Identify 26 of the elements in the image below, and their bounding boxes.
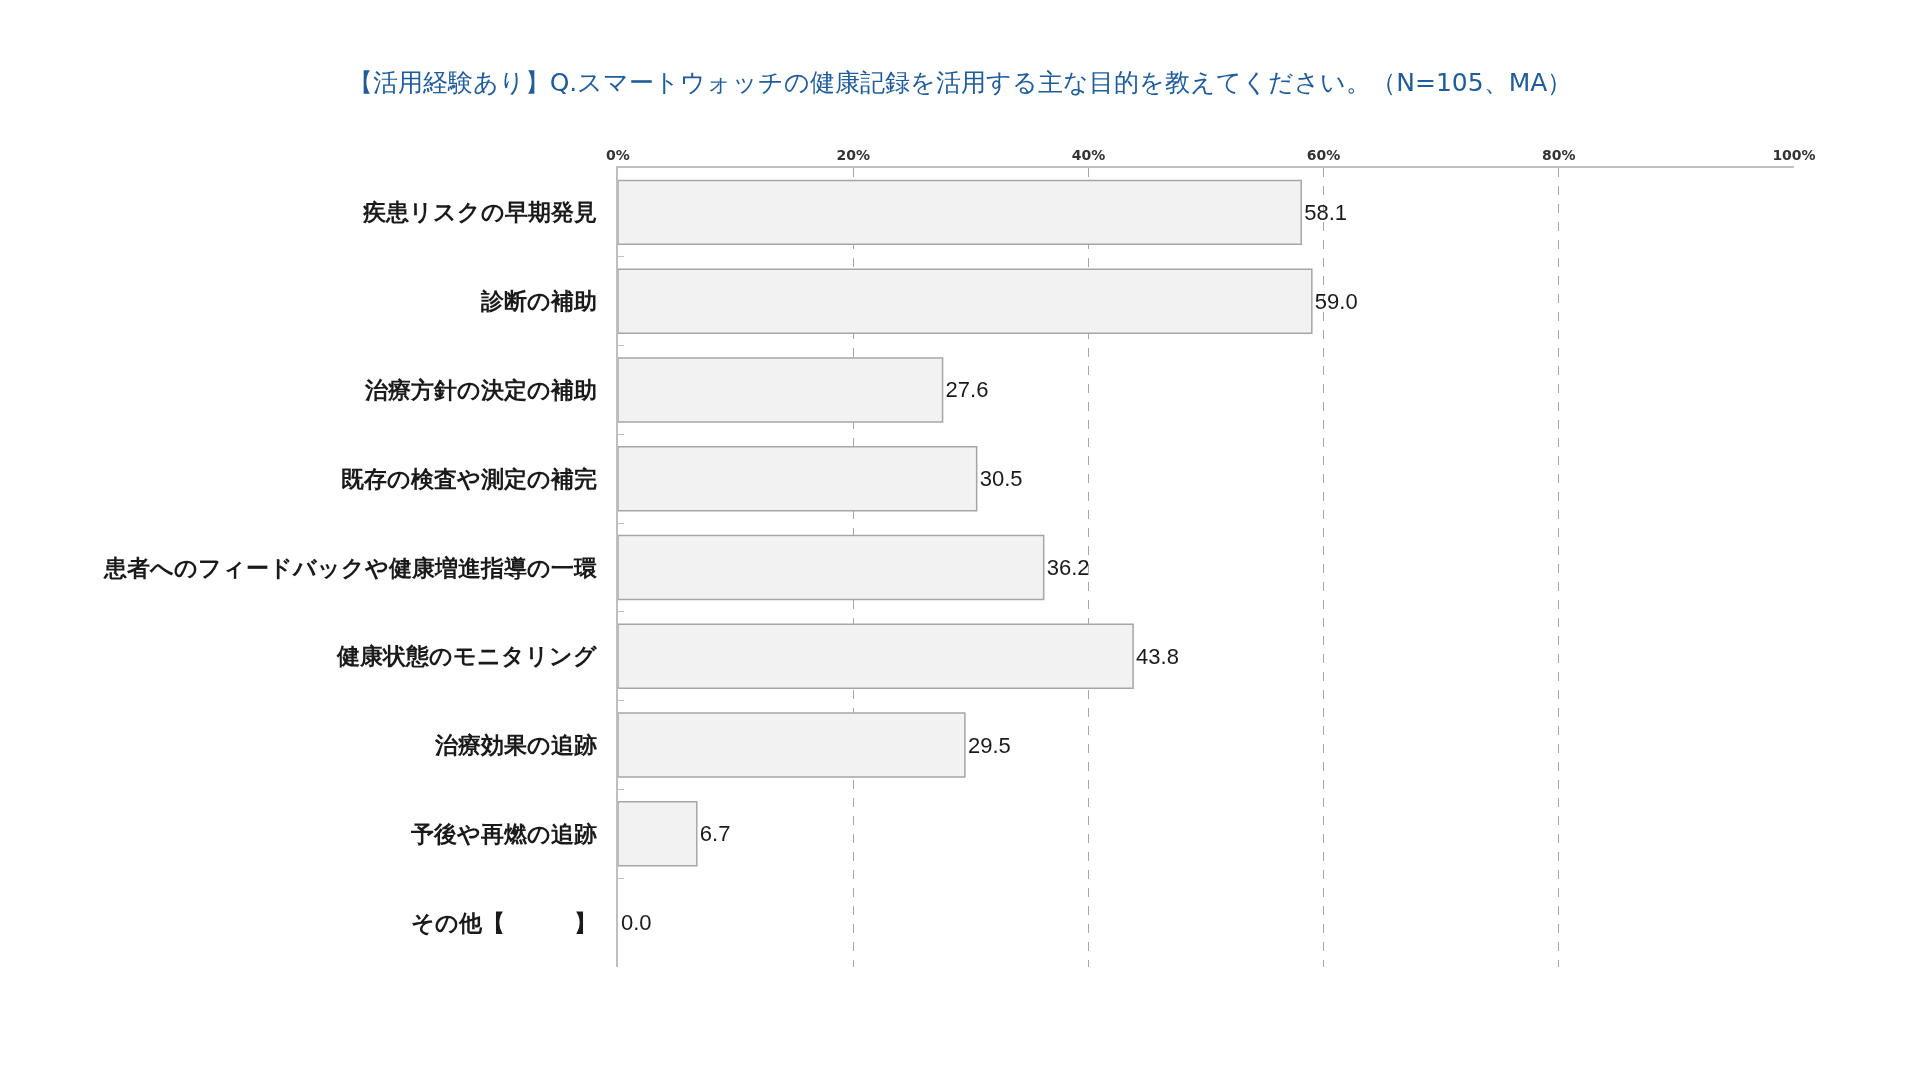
y-tick-label: 予後や再燃の追跡 (410, 820, 598, 847)
x-tick-label: 40% (1071, 147, 1106, 164)
data-label: 36.2 (1046, 555, 1090, 580)
y-tick-label: 疾患リスクの早期発見 (362, 199, 598, 226)
x-tick-label: 100% (1772, 147, 1816, 164)
x-tick-label: 80% (1542, 147, 1576, 164)
data-label: 6.7 (699, 821, 731, 847)
data-label: 27.6 (945, 377, 989, 403)
y-tick-label: 健康状態のモニタリング (336, 643, 599, 670)
y-tick-label: 治療方針の決定の補助 (364, 376, 598, 403)
y-tick-label: 患者へのフィードバックや健康増進指導の一環 (103, 554, 599, 581)
data-label: 58.1 (1304, 199, 1348, 225)
y-tick-label: 既存の検査や測定の補完 (341, 465, 598, 492)
y-tick-label: 診断の補助 (480, 288, 598, 315)
x-tick-label: 20% (836, 147, 870, 164)
y-tick-label: その他【 】 (411, 909, 598, 936)
data-label: 0.0 (621, 910, 652, 936)
data-label: 29.5 (967, 732, 1011, 758)
x-tick-label: 60% (1306, 147, 1341, 164)
data-label: 30.5 (979, 466, 1023, 492)
y-tick-label: 治療効果の追跡 (434, 732, 598, 759)
chart-title: 【活用経験あり】Q.スマートウォッチの健康記録を活用する主な目的を教えてください。（N=105、MA） (347, 67, 1573, 97)
data-label: 43.8 (1136, 643, 1179, 669)
data-label: 59.0 (1314, 288, 1358, 314)
x-tick-label: 0% (606, 147, 630, 164)
bar (618, 801, 698, 867)
